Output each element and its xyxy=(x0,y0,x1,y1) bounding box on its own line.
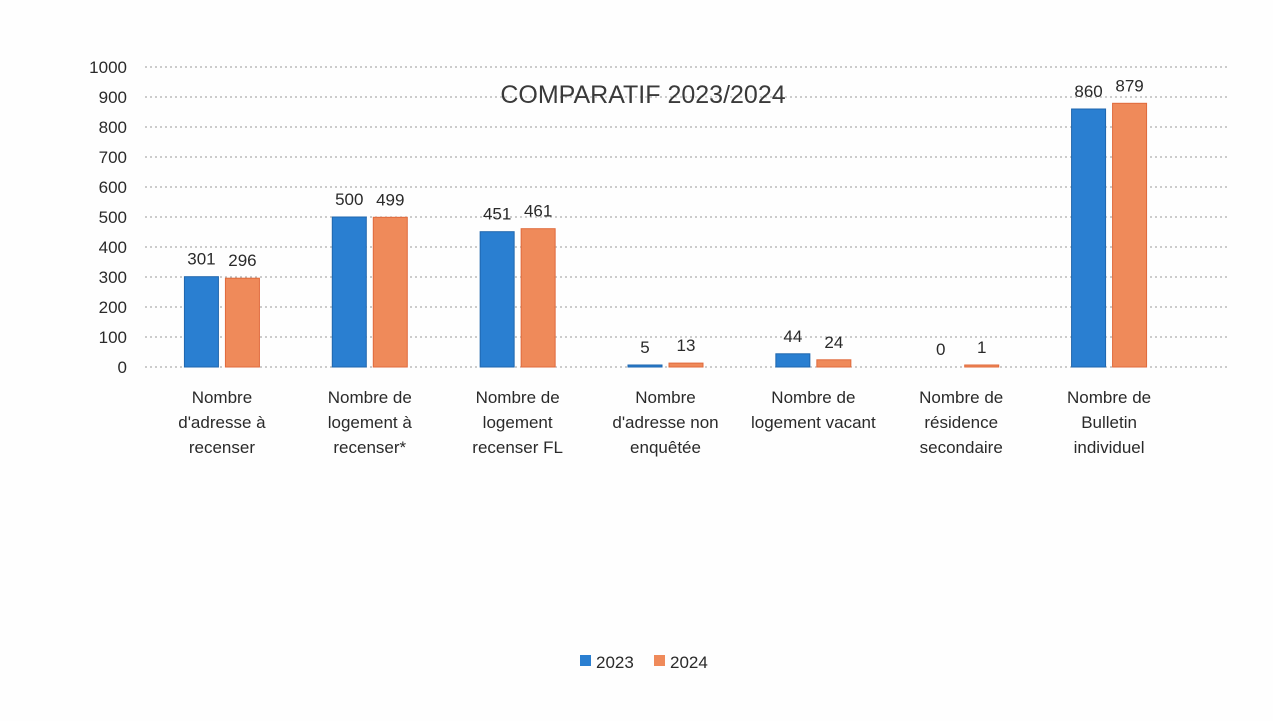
y-tick-label: 800 xyxy=(99,118,127,137)
data-label-2024: 1 xyxy=(977,338,986,357)
category-label-line: d'adresse non xyxy=(612,413,718,432)
bar-2023-0 xyxy=(183,276,219,368)
category-label-line: recenser xyxy=(189,438,255,457)
y-tick-label: 1000 xyxy=(89,58,127,77)
bar-2023-6 xyxy=(1071,108,1107,368)
data-label-2023: 860 xyxy=(1074,82,1102,101)
bar-2024-5 xyxy=(964,364,1000,368)
legend-swatch-2024 xyxy=(654,655,665,666)
category-label-line: recenser* xyxy=(333,438,406,457)
data-label-2024: 13 xyxy=(677,336,696,355)
bar-2024-2 xyxy=(520,228,556,368)
category-label-line: individuel xyxy=(1074,438,1145,457)
data-label-2023: 0 xyxy=(936,340,945,359)
legend-label-2023: 2023 xyxy=(596,653,634,672)
category-label-1: Nombre de logement à recenser* xyxy=(328,388,413,457)
category-label-line: d'adresse à xyxy=(178,413,266,432)
y-tick-label: 400 xyxy=(99,238,127,257)
bars xyxy=(183,102,1148,368)
y-tick-label: 200 xyxy=(99,298,127,317)
bar-2024-6 xyxy=(1112,102,1148,368)
y-axis-ticks: 0 100 200 300 400 500 600 700 800 900 1000 xyxy=(89,58,127,377)
category-label-line: recenser FL xyxy=(472,438,563,457)
chart-title: COMPARATIF 2023/2024 xyxy=(500,81,785,109)
data-label-2024: 296 xyxy=(228,251,256,270)
y-tick-label: 300 xyxy=(99,268,127,287)
y-tick-label: 700 xyxy=(99,148,127,167)
data-label-2024: 461 xyxy=(524,202,552,221)
bar-2023-4 xyxy=(775,353,811,368)
bar-2024-4 xyxy=(816,359,852,368)
data-label-2023: 5 xyxy=(640,338,649,357)
category-label-5: Nombre de résidence secondaire xyxy=(919,388,1003,457)
legend: 2023 2024 xyxy=(580,653,708,672)
data-label-2024: 24 xyxy=(824,333,843,352)
category-label-line: logement xyxy=(483,413,553,432)
bar-2023-2 xyxy=(479,231,515,368)
y-tick-label: 0 xyxy=(118,358,127,377)
category-label-0: Nombre d'adresse à recenser xyxy=(178,388,266,457)
category-label-line: Nombre de xyxy=(328,388,412,407)
category-label-line: résidence xyxy=(924,413,998,432)
y-tick-label: 100 xyxy=(99,328,127,347)
category-label-line: Nombre xyxy=(192,388,252,407)
category-label-2: Nombre de logement recenser FL xyxy=(472,388,563,457)
bar-2024-0 xyxy=(224,277,260,368)
category-label-6: Nombre de Bulletin individuel xyxy=(1067,388,1151,457)
data-label-2023: 44 xyxy=(783,327,802,346)
category-label-line: Bulletin xyxy=(1081,413,1137,432)
category-label-line: logement à xyxy=(328,413,413,432)
data-label-2024: 879 xyxy=(1115,76,1143,95)
category-label-line: enquêtée xyxy=(630,438,701,457)
category-label-line: Nombre de xyxy=(771,388,855,407)
category-label-4: Nombre de logement vacant xyxy=(751,388,876,432)
category-labels: Nombre d'adresse à recenser Nombre de logeme… xyxy=(178,388,1151,457)
category-label-3: Nombre d'adresse non enquêtée xyxy=(612,388,718,457)
bar-2024-1 xyxy=(372,216,408,368)
data-label-2023: 500 xyxy=(335,190,363,209)
gridlines xyxy=(145,66,1230,368)
y-tick-label: 900 xyxy=(99,88,127,107)
bar-2024-3 xyxy=(668,362,704,368)
category-label-line: Nombre de xyxy=(919,388,1003,407)
legend-swatch-2023 xyxy=(580,655,591,666)
category-label-line: Nombre xyxy=(635,388,695,407)
category-label-line: Nombre de xyxy=(476,388,560,407)
legend-label-2024: 2024 xyxy=(670,653,708,672)
y-tick-label: 600 xyxy=(99,178,127,197)
category-label-line: Nombre de xyxy=(1067,388,1151,407)
bar-2023-3 xyxy=(627,364,663,368)
bar-2023-1 xyxy=(331,216,367,368)
category-label-line: logement vacant xyxy=(751,413,876,432)
category-label-line: secondaire xyxy=(920,438,1003,457)
data-label-2024: 499 xyxy=(376,190,404,209)
data-labels: 301 296 500 499 451 461 5 13 44 24 0 1 860 879 xyxy=(187,76,1144,359)
y-tick-label: 500 xyxy=(99,208,127,227)
data-label-2023: 451 xyxy=(483,205,511,224)
data-label-2023: 301 xyxy=(187,250,215,269)
